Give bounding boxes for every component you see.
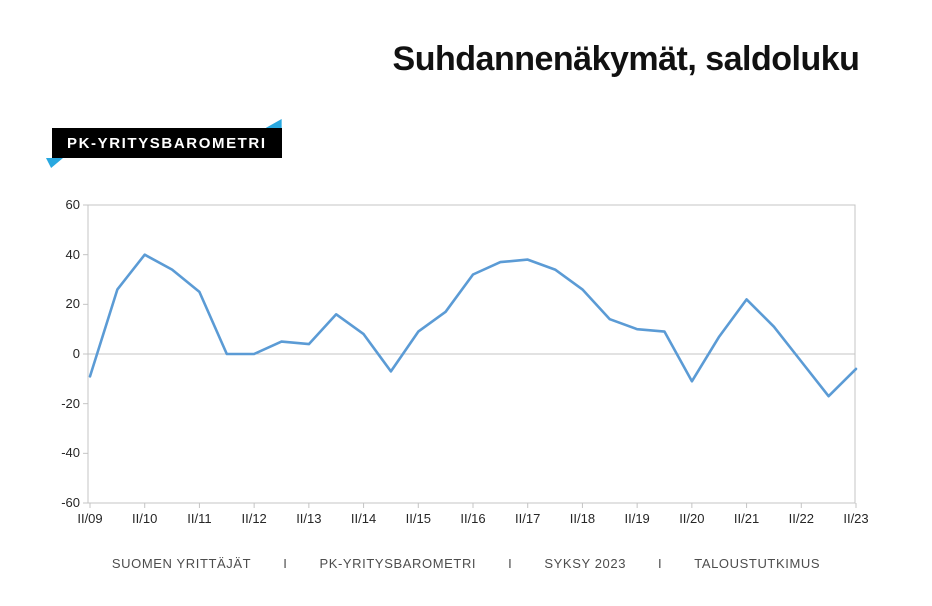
x-axis-label: II/22 bbox=[788, 511, 814, 526]
page-title: Suhdannenäkymät, saldoluku bbox=[392, 40, 860, 78]
badge-label: PK-YRITYSBAROMETRI bbox=[67, 134, 267, 152]
x-axis-label: II/09 bbox=[77, 511, 103, 526]
y-axis-label: 20 bbox=[65, 296, 80, 312]
x-axis-label: II/15 bbox=[405, 511, 431, 526]
footer-separator: I bbox=[658, 556, 663, 571]
footer-item: SUOMEN YRITTÄJÄT bbox=[111, 556, 252, 571]
x-axis-label: II/20 bbox=[679, 511, 705, 526]
y-axis-label: 0 bbox=[72, 346, 80, 361]
y-axis-label: -20 bbox=[61, 395, 80, 411]
footer-item: SYKSY 2023 bbox=[544, 556, 627, 571]
x-axis-label: II/19 bbox=[624, 511, 650, 526]
x-axis-label: II/21 bbox=[733, 511, 760, 526]
x-axis-label: II/17 bbox=[515, 511, 541, 526]
footer-separator: I bbox=[283, 556, 288, 571]
x-axis-label: II/23 bbox=[843, 511, 869, 526]
x-axis-label: II/12 bbox=[241, 511, 267, 526]
footer-separator: I bbox=[508, 556, 513, 571]
x-axis-label: II/13 bbox=[296, 511, 322, 526]
badge-corner-flag-icon bbox=[46, 158, 63, 168]
y-axis-label: -60 bbox=[61, 495, 80, 510]
footer-item: PK-YRITYSBAROMETRI bbox=[319, 556, 477, 571]
x-axis-label: II/18 bbox=[569, 511, 596, 526]
badge-corner-flag-icon bbox=[265, 119, 282, 128]
x-axis-label: II/14 bbox=[350, 511, 377, 526]
y-axis-label: 60 bbox=[65, 197, 80, 212]
x-axis-label: II/11 bbox=[187, 511, 212, 526]
footer-item: TALOUSTUTKIMUS bbox=[694, 556, 821, 571]
x-axis-label: II/10 bbox=[132, 511, 158, 526]
y-axis-label: -40 bbox=[61, 445, 80, 461]
x-axis-label: II/16 bbox=[460, 511, 486, 526]
y-axis-label: 40 bbox=[65, 246, 80, 262]
pk-yritysbarometri-badge: PK-YRITYSBAROMETRI bbox=[46, 119, 282, 168]
footer: SUOMEN YRITTÄJÄT I PK-YRITYSBAROMETRI I … bbox=[0, 556, 932, 571]
